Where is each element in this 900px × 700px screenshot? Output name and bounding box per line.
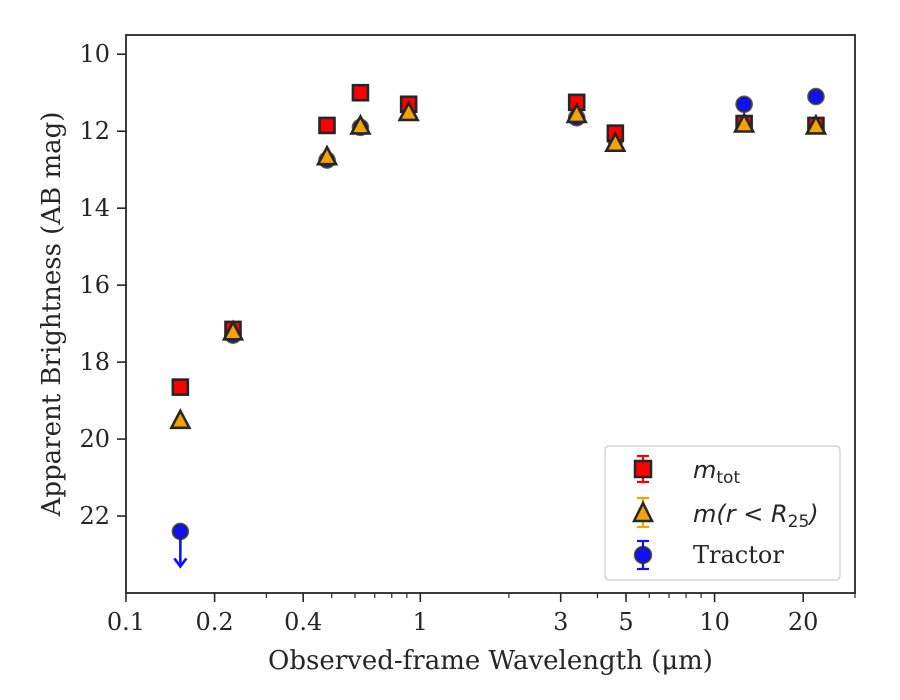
mr25-point xyxy=(397,100,420,122)
legend-circle-marker xyxy=(633,545,653,565)
legend-entry-tractor: Tractor xyxy=(633,539,784,571)
y-tick-label: 12 xyxy=(79,117,110,145)
plot-frame xyxy=(125,34,856,594)
y-tick-label: 16 xyxy=(79,271,110,299)
y-tick-label: 20 xyxy=(79,425,110,453)
x-tick-label: 0.4 xyxy=(284,608,322,636)
legend-square-marker xyxy=(633,459,653,479)
legend-triangle-marker xyxy=(631,500,655,523)
y-axis-label: Apparent Brightness (AB mag) xyxy=(37,112,67,518)
mr25-point xyxy=(169,408,192,430)
y-tick-label: 18 xyxy=(79,348,110,376)
x-axis-label: Observed-frame Wavelength (μm) xyxy=(268,646,713,676)
tractor-point xyxy=(735,95,753,114)
x-tick-label: 0.2 xyxy=(196,608,234,636)
mr25-point xyxy=(565,102,588,124)
mr25-point xyxy=(604,130,627,153)
legend-box xyxy=(604,445,841,581)
mr25-point xyxy=(315,144,339,166)
x-tick-label: 3 xyxy=(553,608,568,636)
mr25-point xyxy=(804,113,828,135)
x-tick-label: 0.1 xyxy=(107,608,145,636)
mr25-point xyxy=(221,319,245,341)
mr25-point xyxy=(349,113,372,135)
mr25-point xyxy=(732,111,756,133)
mtot-point xyxy=(171,378,190,396)
x-tick-label: 1 xyxy=(413,608,428,636)
y-tick-label: 14 xyxy=(79,194,110,222)
x-tick-label: 10 xyxy=(699,608,730,636)
legend-label-tractor: Tractor xyxy=(693,541,784,569)
y-tick-label: 22 xyxy=(79,502,110,530)
data-points xyxy=(169,83,828,569)
tractor-point xyxy=(171,522,190,541)
y-tick-label: 10 xyxy=(79,40,110,68)
axis-ticks: 0.1 0.2 0.4 1 3 5 10 20 10 12 14 16 18 20 22 xyxy=(79,40,856,636)
mtot-point xyxy=(351,83,370,102)
mtot-point xyxy=(318,116,336,135)
upper-limit-arrow-head xyxy=(173,557,188,569)
tractor-point xyxy=(807,87,825,106)
x-tick-label: 20 xyxy=(788,608,819,636)
x-tick-label: 5 xyxy=(618,608,633,636)
legend: mtot m(r < R25) Tractor xyxy=(604,445,841,581)
